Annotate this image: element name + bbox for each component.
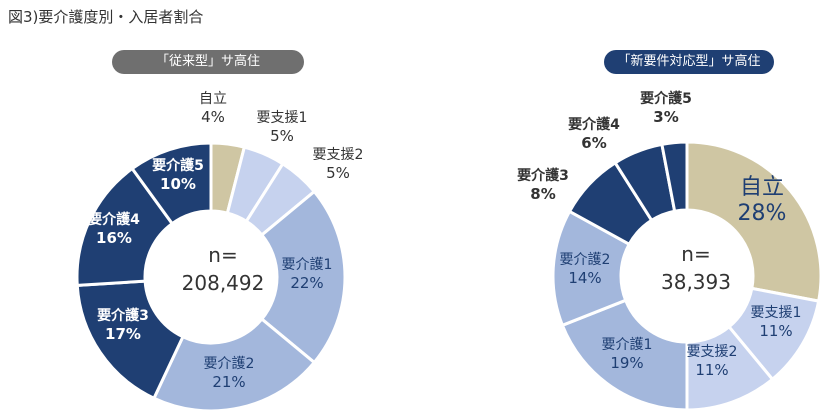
donut-0-value-5: 17% — [105, 325, 141, 343]
donut-0-slice-3 — [259, 189, 347, 365]
donut-0-label-0: 自立 — [199, 91, 227, 107]
donut-1-value-5: 8% — [530, 185, 555, 203]
donut-0-label-5: 要介護3 — [97, 307, 149, 324]
donut-1-value-6: 6% — [581, 134, 606, 152]
donut-1-label-4: 要介護2 — [560, 252, 611, 268]
panel-title-conventional: 「従来型」サ高住 — [112, 50, 304, 74]
donut-1-value-7: 3% — [653, 108, 678, 126]
donut-1-value-1: 11% — [759, 322, 792, 340]
donut-0-center-label: n= — [208, 243, 237, 267]
donut-1-value-4: 14% — [568, 269, 601, 287]
donut-0-value-7: 10% — [160, 175, 196, 193]
donut-1-slice-7 — [660, 140, 689, 213]
donut-1-center-label: n= — [681, 242, 710, 266]
donut-1-value-0: 28% — [738, 201, 787, 226]
donut-0-center-value: 208,492 — [182, 271, 265, 295]
donut-0-value-1: 5% — [270, 127, 294, 145]
donut-1-label-0: 自立 — [740, 175, 784, 200]
donut-0-value-3: 22% — [290, 274, 323, 292]
donut-0-value-6: 16% — [96, 229, 132, 247]
donut-0-value-4: 21% — [212, 373, 245, 391]
donut-1-label-2: 要支援2 — [687, 344, 738, 360]
donut-1-center-value: 38,393 — [661, 270, 731, 294]
donut-0-value-0: 4% — [201, 108, 225, 126]
figure-title: 図3)要介護度別・入居者割合 — [8, 8, 204, 26]
donut-1-slice-3 — [560, 298, 689, 412]
donut-0-label-3: 要介護1 — [282, 257, 333, 273]
donut-1-value-2: 11% — [695, 361, 728, 379]
donut-0-label-7: 要介護5 — [152, 157, 204, 174]
donut-1-label-1: 要支援1 — [751, 305, 802, 321]
panel-title-new-requirements: 「新要件対応型」サ高住 — [604, 50, 774, 74]
donut-0-label-1: 要支援1 — [257, 110, 308, 126]
donut-1-value-3: 19% — [610, 354, 643, 372]
donut-1-label-6: 要介護4 — [568, 116, 620, 133]
donut-1-label-3: 要介護1 — [602, 337, 653, 353]
donut-0-label-4: 要介護2 — [204, 356, 255, 372]
donut-1-slice-0 — [685, 140, 823, 303]
donut-0-slice-4 — [151, 316, 317, 413]
donut-0-value-2: 5% — [326, 164, 350, 182]
donut-0-label-2: 要支援2 — [313, 147, 364, 163]
donut-0-label-6: 要介護4 — [88, 211, 140, 228]
donut-1-label-5: 要介護3 — [517, 167, 569, 184]
donut-1-label-7: 要介護5 — [640, 90, 692, 107]
donut-0-slice-7 — [130, 141, 213, 226]
